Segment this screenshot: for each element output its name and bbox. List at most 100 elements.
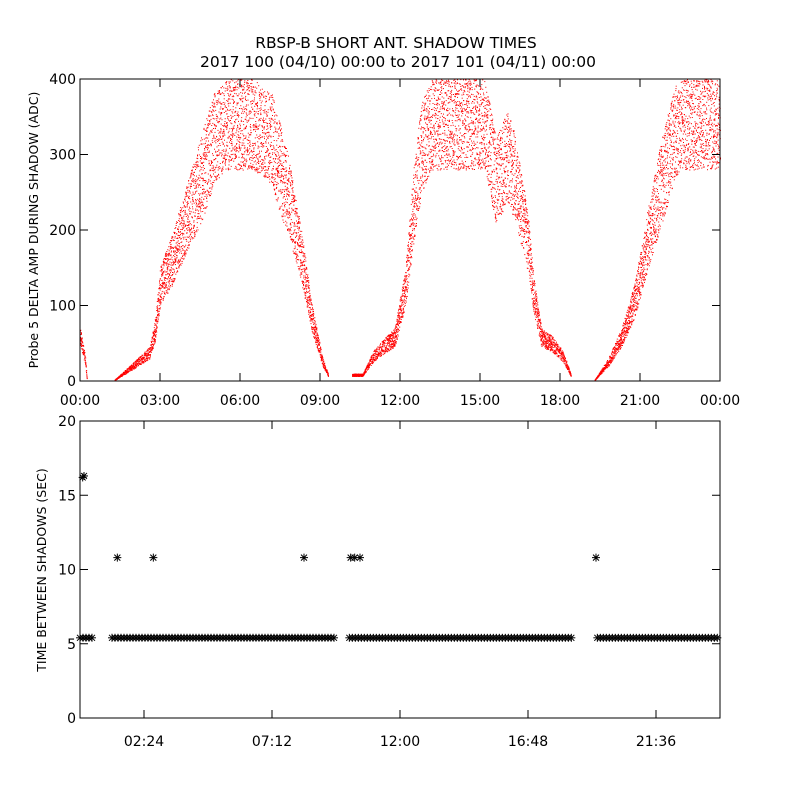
delta-amp-point <box>434 165 436 167</box>
delta-amp-point <box>236 95 238 97</box>
delta-amp-point <box>308 313 310 315</box>
delta-amp-point <box>227 93 229 94</box>
delta-amp-point <box>258 85 260 87</box>
delta-amp-point <box>230 140 231 141</box>
delta-amp-point <box>230 165 232 167</box>
delta-amp-point <box>289 212 290 214</box>
delta-amp-point <box>232 95 234 97</box>
delta-amp-point <box>253 128 255 130</box>
delta-amp-point <box>394 345 396 347</box>
delta-amp-point <box>235 157 236 159</box>
delta-amp-point <box>281 180 282 181</box>
delta-amp-point <box>172 236 174 238</box>
delta-amp-point <box>267 93 269 95</box>
delta-amp-point <box>315 326 316 328</box>
delta-amp-point <box>313 337 315 338</box>
delta-amp-point <box>217 140 219 142</box>
delta-amp-point <box>242 89 244 91</box>
delta-amp-point <box>244 165 246 167</box>
delta-amp-point <box>422 101 424 103</box>
delta-amp-point <box>294 207 296 209</box>
delta-amp-point <box>232 128 233 130</box>
delta-amp-point <box>309 299 310 301</box>
delta-amp-point <box>373 351 375 353</box>
delta-amp-point <box>234 154 236 156</box>
delta-amp-point <box>436 121 438 123</box>
delta-amp-point <box>229 147 231 149</box>
delta-amp-point <box>147 354 148 356</box>
delta-amp-point <box>234 122 236 124</box>
delta-amp-point <box>242 133 244 135</box>
delta-amp-point <box>299 238 301 240</box>
delta-amp-point <box>420 135 422 137</box>
delta-amp-point <box>396 331 398 333</box>
chart-title-line2: 2017 100 (04/10) 00:00 to 2017 101 (04/1… <box>200 53 596 71</box>
delta-amp-point <box>410 248 411 250</box>
delta-amp-point <box>272 136 274 137</box>
delta-amp-point <box>224 125 226 127</box>
delta-amp-point <box>152 348 153 350</box>
delta-amp-point <box>289 223 291 225</box>
delta-amp-point <box>435 81 437 83</box>
delta-amp-point <box>398 312 400 314</box>
delta-amp-point <box>235 85 237 87</box>
delta-amp-point <box>261 163 263 165</box>
delta-amp-point <box>435 113 437 115</box>
delta-amp-point <box>276 115 278 117</box>
delta-amp-point <box>277 147 279 148</box>
delta-amp-point <box>394 341 396 342</box>
delta-amp-point <box>175 227 177 229</box>
delta-amp-point <box>223 149 225 151</box>
delta-amp-point <box>217 167 219 168</box>
delta-amp-point <box>433 155 435 157</box>
delta-amp-point <box>304 258 306 260</box>
delta-amp-point <box>425 153 427 155</box>
delta-amp-point <box>183 257 185 259</box>
delta-amp-point <box>299 246 301 248</box>
delta-amp-point <box>285 189 287 190</box>
delta-amp-point <box>185 224 187 226</box>
delta-amp-point <box>236 156 237 158</box>
delta-amp-point <box>254 142 256 144</box>
delta-amp-point <box>407 260 409 262</box>
delta-amp-point <box>149 347 151 349</box>
delta-amp-point <box>156 310 158 311</box>
delta-amp-point <box>397 331 399 333</box>
delta-amp-point <box>305 292 307 294</box>
delta-amp-point <box>199 184 201 186</box>
delta-amp-point <box>222 144 224 145</box>
delta-amp-point <box>434 87 436 89</box>
delta-amp-point <box>141 361 143 363</box>
delta-amp-point <box>162 272 164 274</box>
delta-amp-point <box>396 323 398 325</box>
delta-amp-point <box>229 109 231 111</box>
delta-amp-point <box>372 354 374 356</box>
delta-amp-point <box>166 271 168 273</box>
delta-amp-point <box>225 160 226 162</box>
delta-amp-point <box>200 223 202 225</box>
delta-amp-point <box>242 157 244 159</box>
delta-amp-point <box>283 177 285 179</box>
delta-amp-point <box>259 124 261 126</box>
delta-amp-point <box>267 166 269 168</box>
delta-amp-point <box>145 361 146 363</box>
delta-amp-point <box>231 98 233 100</box>
delta-amp-point <box>232 109 234 111</box>
delta-amp-point <box>304 297 306 299</box>
delta-amp-point <box>241 100 243 102</box>
delta-amp-point <box>419 188 421 190</box>
delta-amp-point <box>225 82 227 84</box>
delta-amp-point <box>435 154 437 156</box>
delta-amp-point <box>425 182 427 184</box>
delta-amp-point <box>162 286 164 288</box>
delta-amp-point <box>293 199 295 201</box>
delta-amp-point <box>244 80 246 82</box>
delta-amp-point <box>186 232 187 234</box>
delta-amp-point <box>388 336 390 338</box>
delta-amp-point <box>204 182 206 183</box>
delta-amp-point <box>280 140 282 142</box>
delta-amp-point <box>380 352 382 354</box>
delta-amp-point <box>268 99 270 101</box>
delta-amp-point <box>433 149 434 151</box>
delta-amp-point <box>187 229 189 231</box>
